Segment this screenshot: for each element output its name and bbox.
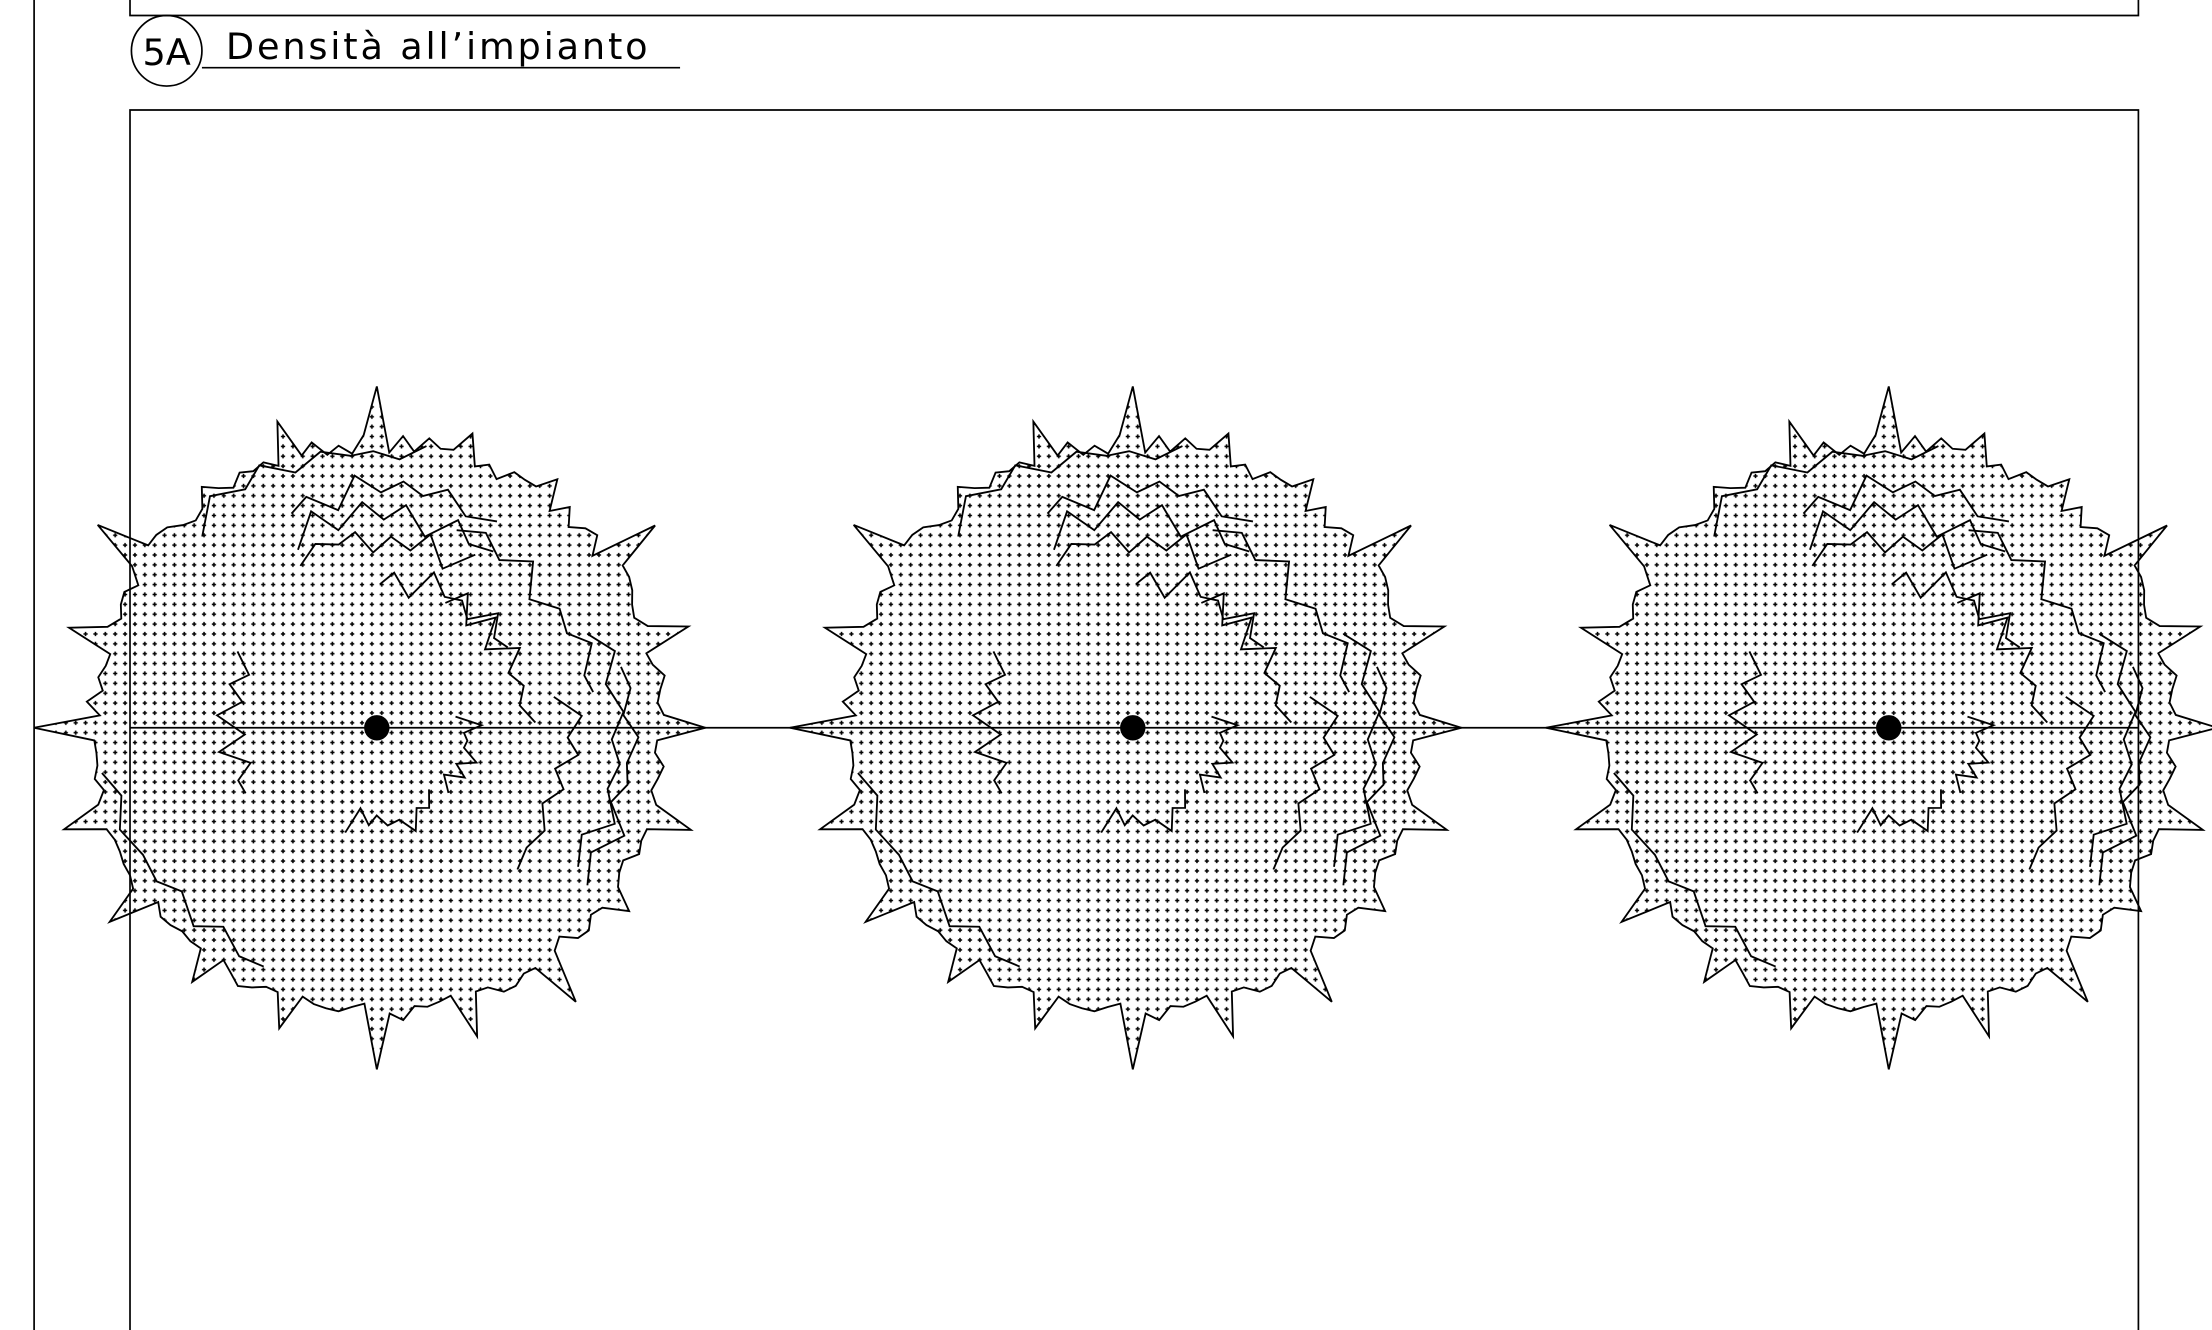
label-title: Densità all’impianto	[226, 25, 651, 68]
upper-frame	[129, 0, 2140, 17]
label-number: 5A	[142, 31, 190, 74]
label-circle	[130, 14, 203, 87]
